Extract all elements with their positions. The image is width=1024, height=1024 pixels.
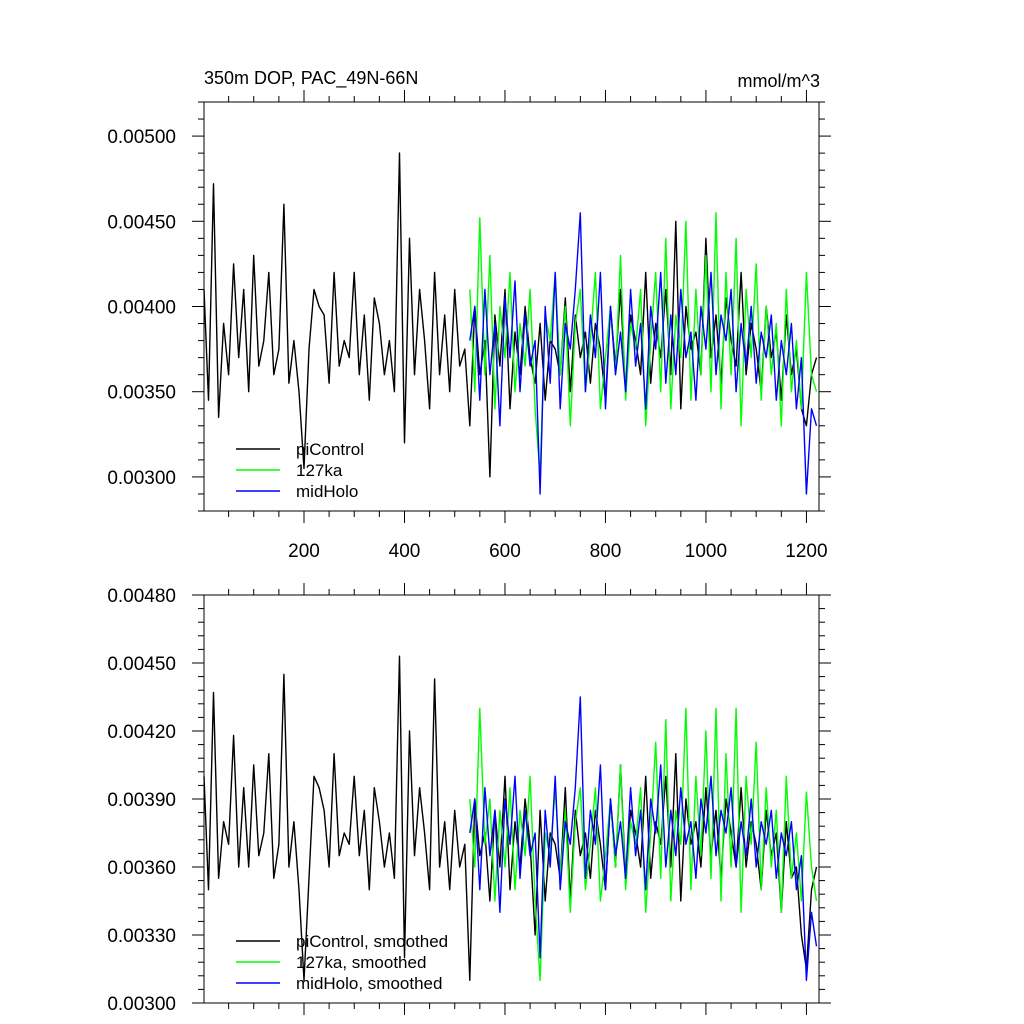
bottom-panel: 0.00300 0.00330 0.00360 0.00390 0.00420 0.004…	[107, 583, 831, 1015]
legend-label: 127ka, smoothed	[296, 953, 426, 972]
top-panel: 350m DOP, PAC_49N-66N mmol/m^3 0.003000.…	[107, 68, 831, 562]
legend-label: piControl, smoothed	[296, 932, 448, 951]
bottom-panel-legend: piControl, smoothed 127ka, smoothed midHol…	[236, 932, 448, 993]
top-panel-legend: piControl 127ka midHolo	[236, 440, 364, 501]
y-tick-label: 0.00300	[107, 468, 176, 489]
y-tick-label: 0.00400	[107, 298, 176, 319]
series-line-1-2	[469, 696, 818, 981]
legend-label: piControl	[296, 440, 364, 459]
top-panel-units: mmol/m^3	[738, 71, 820, 91]
y-tick-label: 0.00330	[107, 926, 176, 947]
series-line-0-2	[469, 212, 818, 495]
top-panel-title: 350m DOP, PAC_49N-66N	[204, 68, 418, 89]
y-tick-label: 0.00390	[107, 790, 176, 811]
y-tick-label: 0.00350	[107, 383, 176, 404]
top-panel-series	[203, 152, 818, 495]
x-tick-label: 800	[590, 541, 622, 562]
x-tick-label: 1000	[685, 541, 727, 562]
y-tick-label: 0.00500	[107, 127, 176, 148]
y-tick-label: 0.00480	[107, 586, 176, 607]
x-tick-label: 600	[489, 541, 521, 562]
x-tick-label: 400	[389, 541, 421, 562]
x-tick-label: 1200	[785, 541, 827, 562]
legend-label: midHolo	[296, 482, 358, 501]
y-tick-label: 0.00420	[107, 722, 176, 743]
x-tick-label: 200	[288, 541, 320, 562]
y-tick-label: 0.00450	[107, 212, 176, 233]
y-tick-label: 0.00300	[107, 994, 176, 1015]
top-panel-ticks: 0.00300 0.00350 0.00400 0.00450 0.00500 200 40…	[107, 90, 831, 562]
legend-label: midHolo, smoothed	[296, 974, 442, 993]
y-tick-label: 0.00360	[107, 858, 176, 879]
bottom-panel-series	[203, 655, 818, 981]
legend-label: 127ka	[296, 461, 343, 480]
bottom-panel-ticks: 0.00300 0.00330 0.00360 0.00390 0.00420 0.004…	[107, 583, 831, 1015]
y-tick-label: 0.00450	[107, 654, 176, 675]
